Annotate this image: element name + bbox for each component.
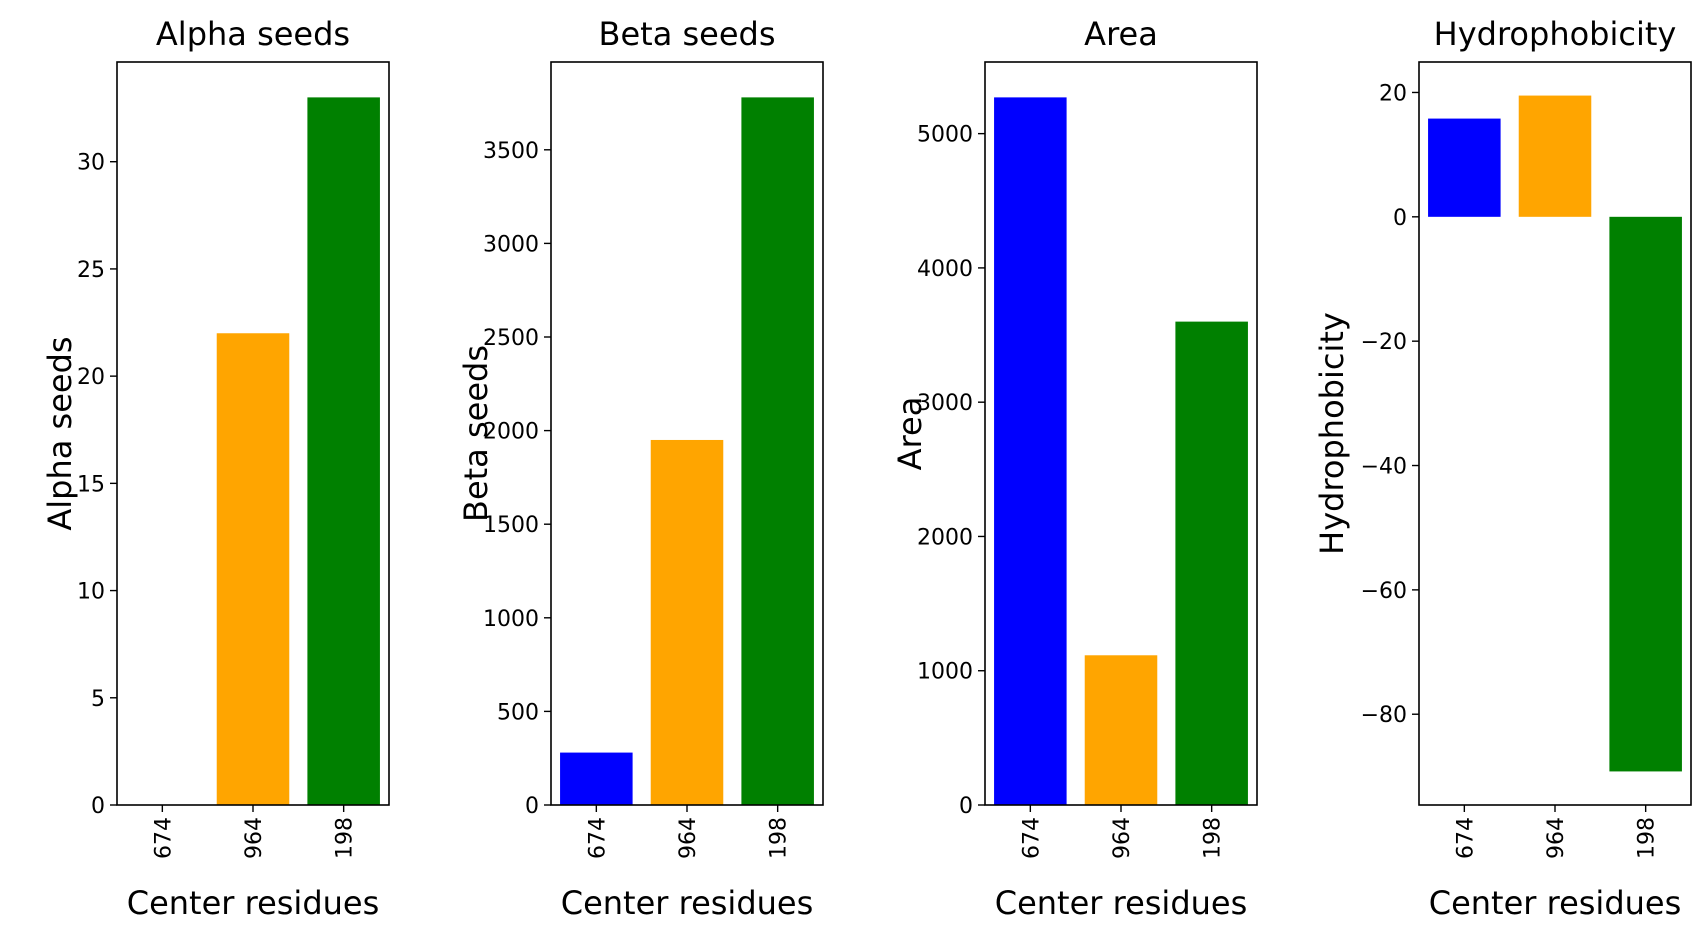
chart-title: Hydrophobicity: [1434, 15, 1677, 53]
bar-674: [1428, 118, 1501, 217]
y-axis-label: Area: [891, 397, 929, 471]
x-tick-label: 674: [151, 817, 176, 859]
bar-964: [216, 333, 290, 805]
y-tick-label: 20: [77, 365, 105, 390]
x-tick-label: 198: [767, 817, 792, 859]
y-tick-label: 0: [1393, 206, 1407, 231]
bar-964: [650, 439, 724, 805]
x-tick-label: 964: [242, 817, 267, 859]
x-tick-label: 198: [1201, 817, 1226, 859]
x-axis-label: Center residues: [995, 884, 1248, 922]
bar-198: [307, 97, 380, 805]
y-tick-label: 2000: [483, 420, 539, 445]
plot-frame: [116, 61, 390, 806]
bar-674: [560, 752, 633, 805]
chart-panel-1: 0 5 10 15 20 25 30 674 964 198 Alpha seeds Center r…: [41, 15, 390, 922]
x-axis-label: Center residues: [1429, 884, 1682, 922]
chart-panel-3: 0 1000 2000 3000 4000 5000 674 964 198 Area Center…: [891, 15, 1258, 922]
chart-title: Beta seeds: [599, 15, 776, 53]
x-tick-label: 964: [1544, 817, 1569, 859]
chart-panel-4: −80 −60 −40 −20 0 20 674 964 198 Hydrophobicity Ce…: [1313, 15, 1692, 922]
bar-198: [1175, 321, 1248, 805]
y-axis-label: Alpha seeds: [41, 336, 79, 530]
y-tick-label: 4000: [917, 257, 973, 282]
y-tick-label: 3500: [483, 139, 539, 164]
y-tick-label: 5000: [917, 123, 973, 148]
y-tick-label: 1000: [483, 607, 539, 632]
y-tick-label: 3000: [483, 232, 539, 257]
chart-title: Area: [1084, 15, 1158, 53]
plot-frame: [550, 61, 824, 806]
y-tick-label: 3000: [917, 391, 973, 416]
y-tick-label: −40: [1361, 455, 1407, 480]
y-tick-label: 25: [77, 258, 105, 283]
plot-frame: [984, 61, 1258, 806]
y-tick-label: 5: [91, 687, 105, 712]
y-tick-label: −80: [1361, 703, 1407, 728]
bar-198: [1609, 216, 1682, 772]
y-tick-label: 0: [91, 794, 105, 819]
x-tick-label: 964: [1110, 817, 1135, 859]
y-tick-label: 2000: [917, 525, 973, 550]
bar-964: [1084, 655, 1158, 805]
bar-674: [994, 97, 1067, 805]
x-tick-label: 964: [676, 817, 701, 859]
x-tick-label: 198: [1635, 817, 1660, 859]
y-tick-label: 0: [525, 794, 539, 819]
x-tick-label: 674: [585, 817, 610, 859]
y-tick-label: 30: [77, 151, 105, 176]
bar-198: [741, 97, 814, 805]
y-axis-label: Hydrophobicity: [1313, 312, 1351, 555]
y-axis-label: Beta seeds: [457, 345, 495, 522]
y-tick-label: 15: [77, 472, 105, 497]
plot-frame: [1418, 61, 1692, 806]
x-tick-label: 674: [1019, 817, 1044, 859]
y-tick-label: 1000: [917, 660, 973, 685]
y-tick-label: −60: [1361, 579, 1407, 604]
y-tick-label: 1500: [483, 513, 539, 538]
bar-964: [1518, 95, 1592, 217]
x-axis-label: Center residues: [127, 884, 380, 922]
x-tick-label: 198: [333, 817, 358, 859]
y-tick-label: 0: [959, 794, 973, 819]
y-tick-label: 500: [497, 700, 539, 725]
y-tick-label: 10: [77, 580, 105, 605]
chart-title: Alpha seeds: [156, 15, 350, 53]
y-tick-label: −20: [1361, 330, 1407, 355]
chart-panel-2: 0 500 1000 1500 2000 2500 3000 3500 674 964 198 Bet…: [457, 15, 824, 922]
x-tick-label: 674: [1453, 817, 1478, 859]
y-tick-label: 20: [1379, 81, 1407, 106]
x-axis-label: Center residues: [561, 884, 814, 922]
y-tick-label: 2500: [483, 326, 539, 351]
